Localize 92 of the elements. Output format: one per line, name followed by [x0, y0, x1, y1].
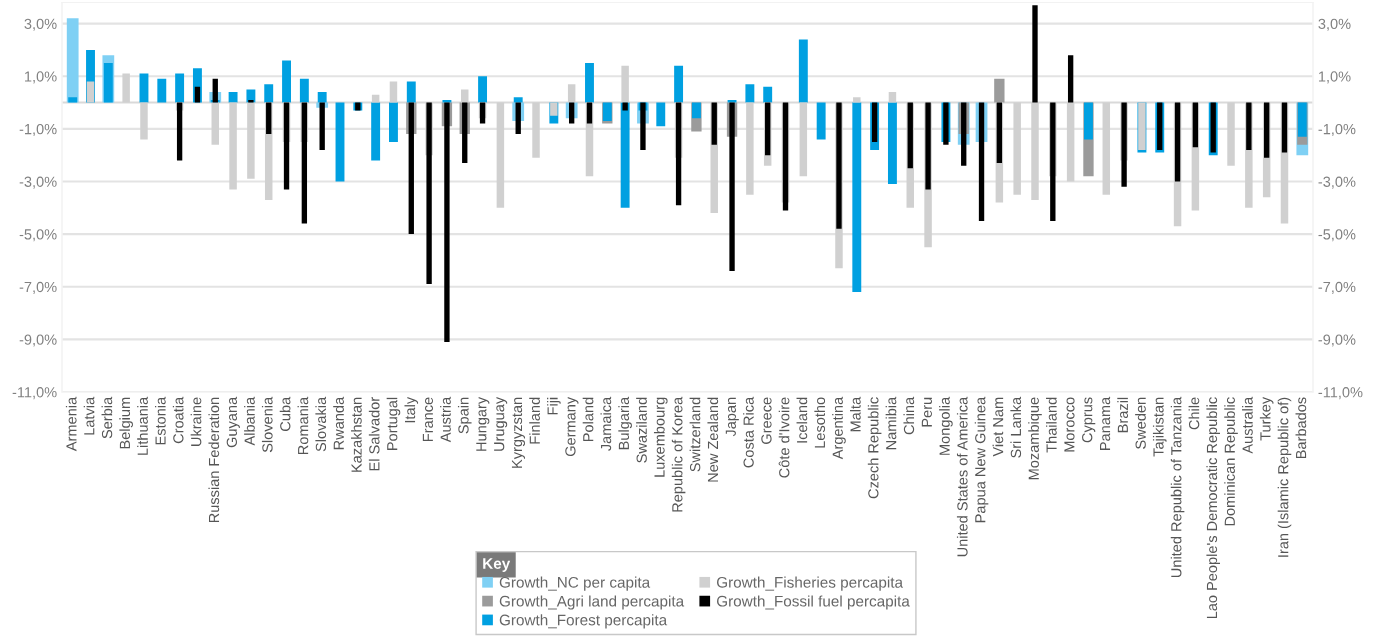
x-tick-label: Lesotho [814, 397, 826, 448]
x-tick-label: Russian Federation [208, 397, 220, 523]
legend-label: Growth_Fisheries percapita [716, 576, 904, 591]
x-tick-label: Costa Rica [743, 396, 754, 468]
x-tick-label: Thailand [1046, 397, 1057, 453]
x-tick-label: Republic of Korea [671, 396, 686, 512]
x-tick-label: Namibia [885, 396, 897, 450]
x-tick-label: Cuba [279, 396, 291, 431]
legend-label: Growth_Forest percapita [499, 614, 668, 629]
x-tick-label: Japan [725, 397, 739, 437]
y-tick-label: -11,0% [12, 387, 57, 400]
x-tick-label: Hungary [476, 396, 490, 451]
x-tick-label: Iceland [796, 397, 808, 443]
x-tick-label: Ukraine [190, 397, 202, 446]
x-tick-label: Austria [440, 396, 451, 443]
x-tick-label: Guyana [226, 396, 240, 448]
y2-tick-label: -11,0% [1318, 387, 1363, 400]
x-tick-label: Sweden [1135, 397, 1146, 449]
x-tick-label: Brazil [1117, 397, 1129, 433]
y-tick-label: 3,0% [24, 18, 57, 31]
x-tick-label: Poland [582, 397, 594, 442]
x-tick-label: Cyprus [1082, 397, 1096, 443]
x-tick-label: China [903, 396, 915, 435]
y2-tick-label: -1,0% [1318, 123, 1356, 137]
x-tick-label: Greece [761, 397, 772, 444]
x-tick-label: Estonia [155, 396, 166, 445]
legend-label: Growth_Fossil fuel percapita [716, 595, 910, 610]
y2-tick-label: -9,0% [1318, 334, 1356, 347]
legend-label: Growth_NC per capita [499, 576, 651, 591]
x-tick-label: France [422, 397, 434, 442]
x-tick-label: Papua New Guinea [974, 396, 989, 523]
x-tick-label: Czech Republic [867, 397, 882, 499]
legend-label: Growth_Agri land percapita [499, 595, 685, 610]
x-tick-label: Italy [404, 396, 419, 423]
legend-title: Key [483, 558, 511, 572]
x-tick-label: Serbia [101, 396, 113, 439]
x-tick-label: United Republic of Tanzania [1170, 396, 1185, 578]
x-tick-label: Argentina [832, 396, 846, 460]
x-tick-label: Mozambique [1028, 397, 1042, 480]
x-tick-label: Dominican Republic [1224, 397, 1238, 526]
x-tick-label: El Salvador [368, 397, 380, 471]
x-tick-label: New Zealand [707, 397, 719, 482]
x-tick-label: Bulgaria [618, 396, 632, 450]
x-tick-label: Kyrgyzstan [511, 397, 525, 468]
x-tick-label: Côte d'Ivoire [778, 397, 790, 478]
y2-tick-label: -7,0% [1318, 281, 1356, 294]
y2-tick-label: -3,0% [1318, 176, 1356, 189]
x-tick-label: Chile [1188, 397, 1200, 430]
x-tick-label: Croatia [172, 396, 184, 444]
y-tick-label: -5,0% [19, 229, 57, 242]
x-tick-label: Armenia [65, 396, 77, 452]
x-tick-label: Mongolia [939, 396, 953, 455]
x-tick-label: Lithuania [137, 396, 148, 455]
x-tick-label: Spain [457, 397, 472, 434]
x-tick-label: Panama [1100, 396, 1111, 450]
x-tick-label: Rwanda [333, 396, 344, 450]
x-tick-label: Iran (Islamic Republic of) [1277, 397, 1292, 557]
x-tick-label: Albania [244, 396, 255, 446]
x-tick-label: Morocco [1064, 397, 1075, 452]
x-tick-label: Malta [850, 396, 861, 432]
x-tick-label: Slovenia [261, 396, 273, 453]
y-tick-label: -9,0% [19, 334, 57, 347]
y2-tick-label: -5,0% [1318, 229, 1356, 242]
x-tick-label: Switzerland [689, 397, 701, 472]
y-tick-label: -3,0% [19, 176, 57, 189]
y-tick-label: -7,0% [19, 281, 57, 294]
x-tick-label: Portugal [386, 397, 401, 450]
x-tick-label: United States of America [956, 396, 968, 557]
x-tick-label: Viet Nam [992, 397, 1004, 457]
x-tick-label: Slovakia [315, 396, 327, 452]
x-tick-label: Latvia [83, 396, 95, 435]
x-tick-label: Fiji [547, 397, 561, 415]
x-tick-label: Tajikistan [1152, 397, 1167, 457]
x-tick-label: Uruguay [494, 396, 508, 451]
y-tick-label: 1,0% [25, 71, 57, 84]
x-tick-label: Finland [529, 397, 540, 444]
x-tick-label: Lao People's Democratic Republic [1206, 397, 1220, 619]
x-tick-label: Peru [921, 397, 932, 427]
x-tick-label: Luxembourg [653, 397, 668, 477]
x-tick-label: Barbados [1295, 397, 1307, 459]
y2-tick-label: 1,0% [1318, 71, 1351, 84]
x-tick-label: Sri Lanka [1010, 396, 1022, 458]
x-tick-label: Germany [565, 396, 579, 457]
x-tick-label: Jamaica [600, 396, 612, 451]
y2-tick-label: 3,0% [1318, 18, 1351, 31]
x-tick-label: Belgium [119, 397, 133, 449]
x-tick-label: Swaziland [636, 397, 647, 463]
x-tick-label: Kazakhstan [351, 397, 362, 472]
x-tick-label: Romania [297, 396, 309, 455]
x-tick-label: Turkey [1259, 396, 1274, 441]
y-tick-label: -1,0% [19, 123, 57, 137]
x-tick-label: Australia [1242, 396, 1253, 454]
